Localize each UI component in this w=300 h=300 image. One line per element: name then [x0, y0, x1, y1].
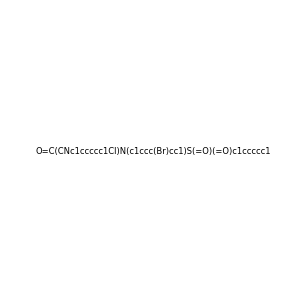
Text: O=C(CNc1ccccc1Cl)N(c1ccc(Br)cc1)S(=O)(=O)c1ccccc1: O=C(CNc1ccccc1Cl)N(c1ccc(Br)cc1)S(=O)(=O…	[36, 147, 272, 156]
